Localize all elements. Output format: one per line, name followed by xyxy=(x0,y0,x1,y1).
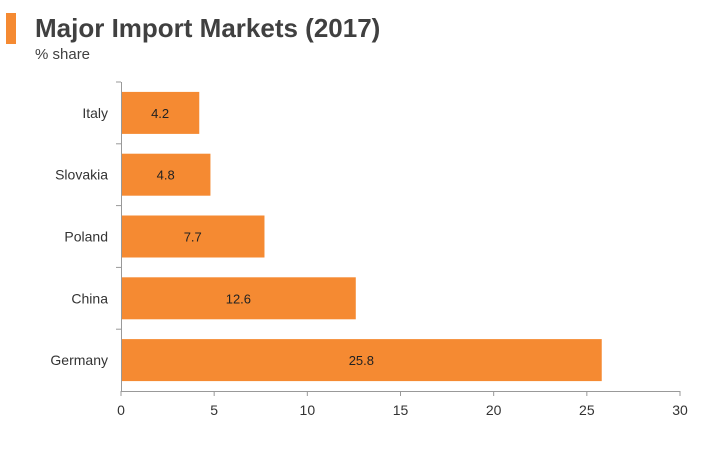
axis-layer: Italy Slovakia Poland China Germany 0 5 10 15 20 2… xyxy=(50,81,688,418)
x-tick-label-0: 0 xyxy=(117,402,125,418)
category-label-slovakia: Slovakia xyxy=(55,167,108,183)
bar-germany xyxy=(121,339,602,382)
data-label-italy: 4.2 xyxy=(151,106,169,121)
x-tick-label-30: 30 xyxy=(672,402,688,418)
chart-title: Major Import Markets (2017) xyxy=(35,13,381,43)
category-label-poland: Poland xyxy=(64,229,108,245)
bar-italy xyxy=(121,91,200,134)
data-label-germany: 25.8 xyxy=(349,353,374,368)
bar-slovakia xyxy=(121,153,211,196)
category-label-germany: Germany xyxy=(50,352,108,368)
x-tick-label-25: 25 xyxy=(579,402,595,418)
category-label-china: China xyxy=(71,290,108,306)
x-tick-label-10: 10 xyxy=(300,402,316,418)
x-tick-label-5: 5 xyxy=(210,402,218,418)
bar-china xyxy=(121,277,356,320)
data-label-poland: 7.7 xyxy=(184,230,202,245)
bars-layer: 4.2 4.8 7.7 12.6 25.8 xyxy=(121,91,602,382)
chart-subtitle: % share xyxy=(35,46,91,63)
data-label-china: 12.6 xyxy=(226,291,251,306)
x-tick-label-15: 15 xyxy=(393,402,409,418)
bar-poland xyxy=(121,215,265,258)
data-label-slovakia: 4.8 xyxy=(157,168,175,183)
title-accent-bar xyxy=(6,13,16,44)
category-label-italy: Italy xyxy=(82,105,108,121)
x-tick-label-20: 20 xyxy=(486,402,502,418)
